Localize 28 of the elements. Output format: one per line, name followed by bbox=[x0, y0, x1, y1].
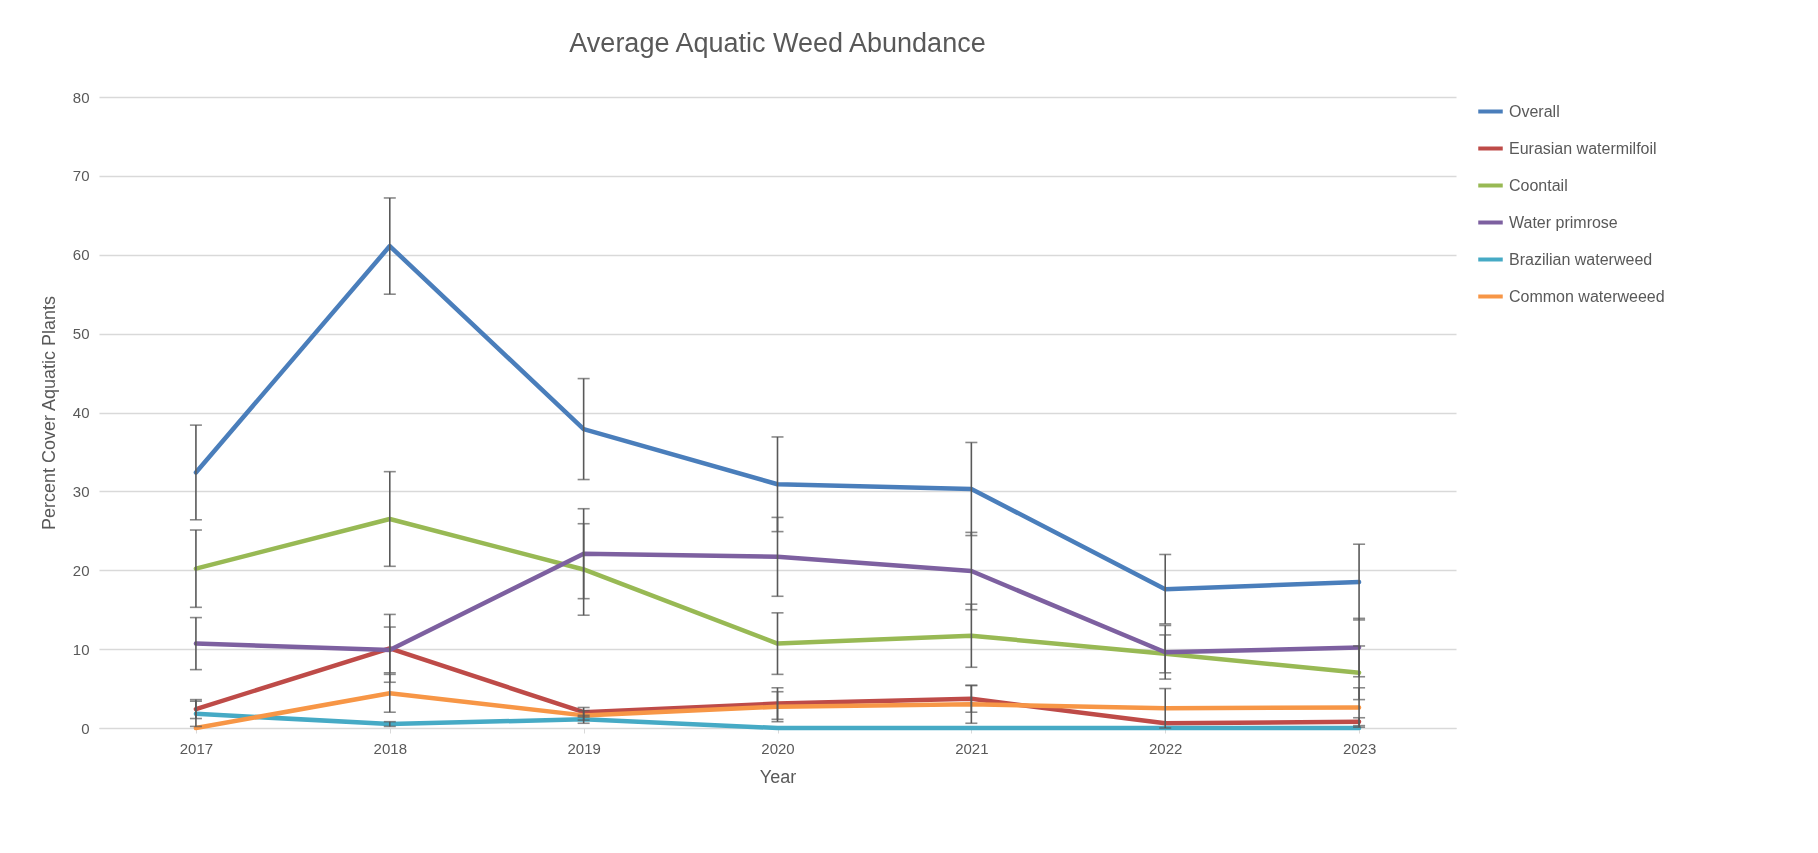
y-tick-label: 30 bbox=[72, 482, 90, 500]
x-tick-label: 2022 bbox=[1149, 739, 1183, 757]
x-tick-label: 2017 bbox=[179, 739, 214, 757]
y-tick-label: 20 bbox=[72, 561, 90, 579]
x-axis-title: Year bbox=[759, 766, 797, 787]
legend-label: Eurasian watermilfoil bbox=[1509, 139, 1657, 157]
chart-title: Average Aquatic Weed Abundance bbox=[569, 28, 986, 58]
legend-label: Brazilian waterweed bbox=[1509, 250, 1653, 268]
x-tick-label: 2021 bbox=[955, 739, 989, 757]
legend-label: Common waterweeed bbox=[1509, 287, 1665, 305]
y-tick-label: 50 bbox=[72, 325, 90, 343]
y-tick-label: 0 bbox=[81, 719, 90, 737]
legend-label: Water primrose bbox=[1509, 213, 1618, 231]
legend-label: Coontail bbox=[1509, 176, 1568, 194]
legend-label: Overall bbox=[1509, 102, 1560, 120]
line-series bbox=[193, 646, 1362, 726]
y-tick-label: 70 bbox=[72, 167, 90, 185]
x-tick-label: 2023 bbox=[1342, 739, 1377, 757]
y-tick-label: 10 bbox=[72, 640, 90, 658]
x-tick-label: 2020 bbox=[761, 739, 795, 757]
y-tick-label: 40 bbox=[72, 404, 90, 421]
line-series bbox=[193, 243, 1362, 592]
y-axis-title: Percent Cover Aquatic Plants bbox=[38, 295, 59, 531]
x-tick-label: 2019 bbox=[567, 739, 601, 757]
x-tick-label: 2018 bbox=[373, 739, 407, 757]
y-tick-label: 60 bbox=[72, 246, 90, 264]
y-tick-label: 80 bbox=[72, 88, 90, 106]
line-series bbox=[193, 516, 1362, 676]
